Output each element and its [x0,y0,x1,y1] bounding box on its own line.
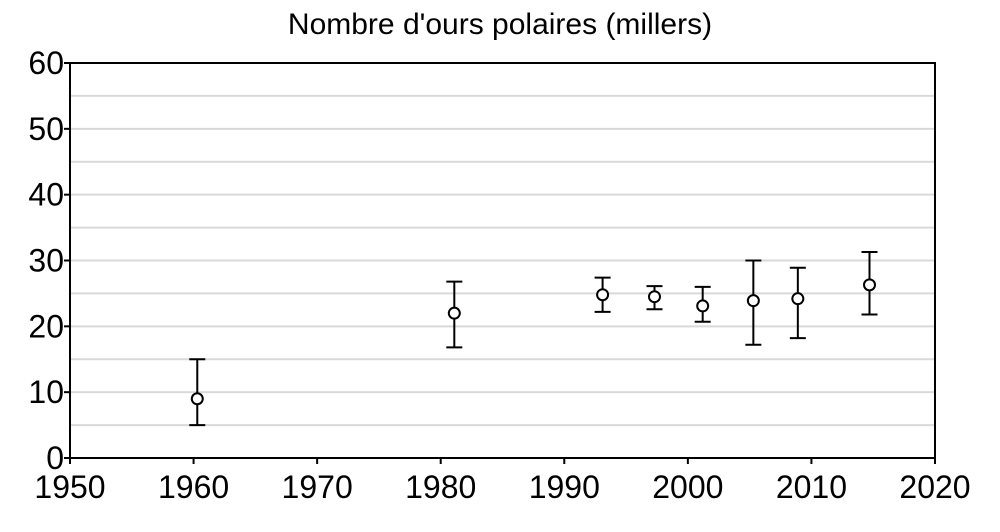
y-tick-label: 40 [28,177,64,213]
x-tick-label: 1960 [158,469,229,505]
x-tick-label: 2020 [899,469,970,505]
data-point [190,392,204,406]
x-tick-label: 1950 [34,469,105,505]
data-point [647,290,661,304]
data-point [791,292,805,306]
chart-title: Nombre d'ours polaires (millers) [287,8,713,41]
data-point [746,294,760,308]
data-point [447,306,461,320]
data-point [863,278,877,292]
y-tick-label: 50 [28,111,64,147]
x-tick-label: 1970 [282,469,353,505]
y-tick-label: 10 [28,374,64,410]
data-point [696,299,710,313]
y-tick-label: 20 [28,308,64,344]
y-tick-label: 0 [46,440,64,476]
data-point [596,288,610,302]
x-tick-label: 1980 [405,469,476,505]
x-tick-label: 2010 [776,469,847,505]
y-tick-label: 60 [28,45,64,81]
x-tick-label: 1990 [529,469,600,505]
y-tick-label: 30 [28,243,64,279]
x-tick-label: 2000 [652,469,723,505]
